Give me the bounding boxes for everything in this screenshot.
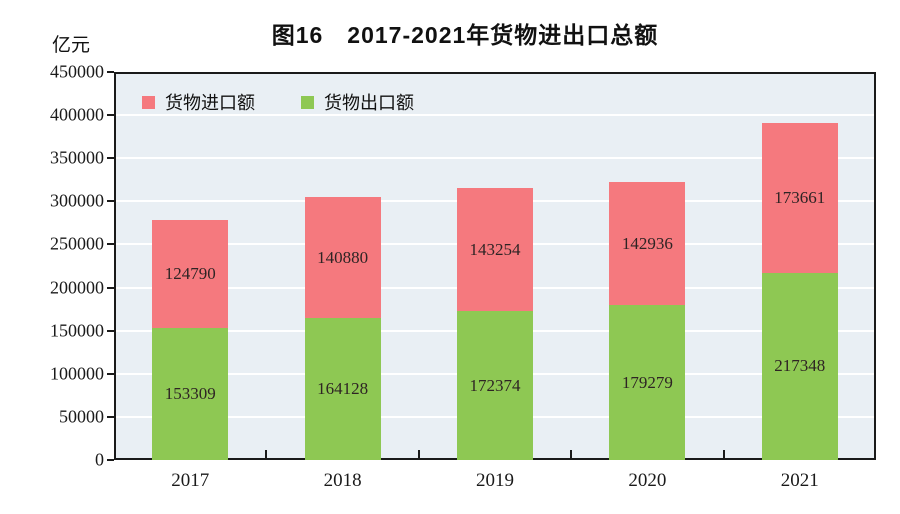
bar-value-label: 179279 [621,372,673,392]
x-axis-tick-mark [722,450,725,458]
bar-value-label: 124790 [164,264,216,283]
bar-segment-货物进口额-2017 [152,220,229,328]
chart-title: 图16 2017-2021年货物进出口总额 [271,22,659,48]
y-tick-label: 50000 [59,406,104,427]
bar-value-label: 142936 [621,233,673,253]
bar-segment-货物出口额-2019 [457,311,533,460]
legend-item-import: 货物进口额 [142,89,255,115]
y-axis-tick-mark [107,243,114,246]
x-axis-tick-mark [570,450,573,458]
y-axis-tick-mark [107,372,114,375]
bar-segment-货物出口额-2017 [152,327,229,460]
bar-segment-货物进口额-2020 [609,182,686,306]
bar-segment-货物出口额-2018 [304,318,381,460]
bar-value-label: 173661 [774,187,826,207]
x-tick-label: 2021 [780,470,819,491]
legend-label-export: 货物出口额 [324,93,414,113]
y-axis-tick-mark [107,459,114,461]
y-axis-tick-mark [107,114,114,117]
y-tick-label: 100000 [50,363,104,384]
gridline [116,114,874,117]
y-tick-label: 0 [95,449,104,470]
bar-value-label: 217348 [774,356,826,376]
bar-value-label: 172374 [469,375,521,395]
bar-segment-货物进口额-2019 [457,187,533,312]
y-tick-label: 300000 [50,190,104,211]
y-tick-label: 400000 [50,104,104,125]
y-axis-tick-mark [107,415,114,418]
y-axis-tick-mark [107,329,114,332]
legend-item-export: 货物出口额 [301,89,414,115]
bar-segment-货物出口额-2020 [609,305,686,460]
y-tick-label: 350000 [50,147,104,168]
x-tick-label: 2020 [628,470,667,491]
legend-swatch-import-icon [142,95,155,109]
bar-value-label: 153309 [164,383,216,403]
x-axis-tick-mark [265,450,268,458]
x-tick-label: 2018 [323,470,362,491]
bar-segment-货物进口额-2018 [304,197,381,319]
bar-value-label: 143254 [469,239,521,259]
x-axis-tick-mark [417,450,420,458]
y-axis-tick-mark [107,71,114,73]
bar-segment-货物出口额-2021 [761,272,838,460]
y-tick-label: 150000 [50,320,104,341]
legend-swatch-export-icon [301,95,314,109]
y-tick-label: 250000 [50,233,104,254]
bar-value-label: 164128 [317,379,369,399]
plot-area: 153309 124790 164128 140880 172374 143254 1792… [114,72,876,460]
y-tick-label: 200000 [50,277,104,298]
y-axis-unit-label: 亿元 [52,35,91,56]
legend: 货物进口额 货物出口额 [142,89,414,115]
y-axis-tick-mark [107,286,114,289]
y-axis-tick-mark [107,157,114,160]
bar-value-label: 140880 [317,247,369,267]
x-tick-label: 2019 [476,470,514,491]
y-axis-tick-mark [107,200,114,203]
gridline [116,157,874,160]
x-tick-label: 2017 [171,470,210,491]
legend-label-import: 货物进口额 [165,93,255,113]
bar-segment-货物进口额-2021 [761,122,838,273]
y-tick-label: 450000 [50,61,104,82]
